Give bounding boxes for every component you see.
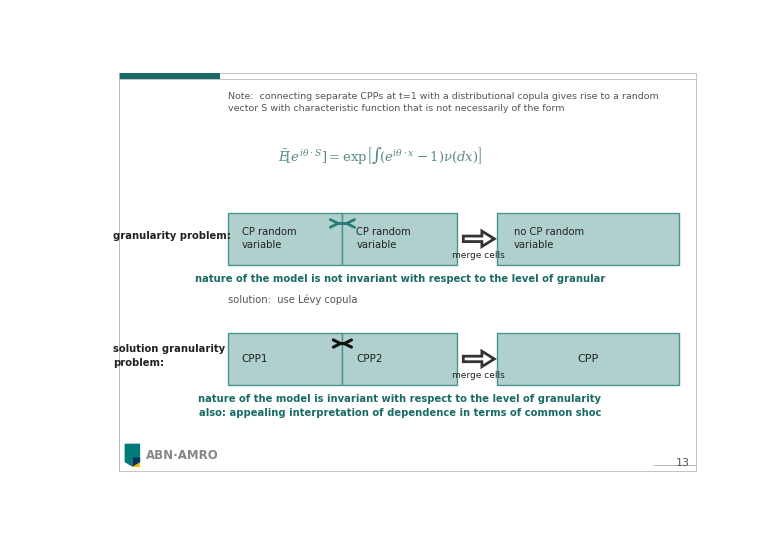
Text: ABN·AMRO: ABN·AMRO xyxy=(146,449,218,462)
Text: CP random
variable: CP random variable xyxy=(356,227,411,251)
Polygon shape xyxy=(133,457,140,467)
FancyBboxPatch shape xyxy=(497,213,679,265)
Text: 13: 13 xyxy=(675,458,690,468)
Polygon shape xyxy=(133,457,140,467)
FancyBboxPatch shape xyxy=(342,213,457,265)
Polygon shape xyxy=(463,351,495,367)
Text: CPP1: CPP1 xyxy=(242,354,268,364)
FancyBboxPatch shape xyxy=(342,333,457,385)
Text: no CP random
variable: no CP random variable xyxy=(514,227,583,251)
Text: solution granularity
problem:: solution granularity problem: xyxy=(113,344,225,368)
Text: $\bar{E}\!\left[e^{i\theta\cdot S}\right]=\exp\!\left[\int\!\left(e^{i\theta\cdo: $\bar{E}\!\left[e^{i\theta\cdot S}\right… xyxy=(278,145,483,166)
FancyBboxPatch shape xyxy=(497,333,679,385)
Text: CPP2: CPP2 xyxy=(356,354,383,364)
Text: Note:  connecting separate CPPs at t=1 with a distributional copula gives rise t: Note: connecting separate CPPs at t=1 wi… xyxy=(228,92,658,113)
Text: CPP: CPP xyxy=(577,354,598,364)
FancyBboxPatch shape xyxy=(228,333,342,385)
Text: nature of the model is invariant with respect to the level of granularity
also: : nature of the model is invariant with re… xyxy=(198,394,601,418)
FancyBboxPatch shape xyxy=(119,72,696,471)
Text: merge cells: merge cells xyxy=(452,372,505,380)
FancyBboxPatch shape xyxy=(228,213,342,265)
Polygon shape xyxy=(463,231,495,247)
Text: merge cells: merge cells xyxy=(452,251,505,260)
Polygon shape xyxy=(125,444,140,467)
Text: nature of the model is not invariant with respect to the level of granular: nature of the model is not invariant wit… xyxy=(194,274,605,284)
Text: granularity problem:: granularity problem: xyxy=(113,231,231,241)
FancyBboxPatch shape xyxy=(119,72,220,79)
Text: solution:  use Lévy copula: solution: use Lévy copula xyxy=(228,294,357,305)
Text: CP random
variable: CP random variable xyxy=(242,227,296,251)
